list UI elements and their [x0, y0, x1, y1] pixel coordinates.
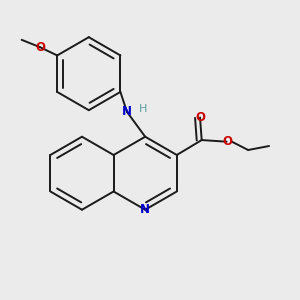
Text: O: O: [223, 135, 232, 148]
Text: N: N: [140, 203, 150, 216]
Text: N: N: [122, 105, 132, 118]
Text: H: H: [139, 104, 147, 114]
Text: O: O: [35, 40, 45, 54]
Text: O: O: [195, 111, 205, 124]
